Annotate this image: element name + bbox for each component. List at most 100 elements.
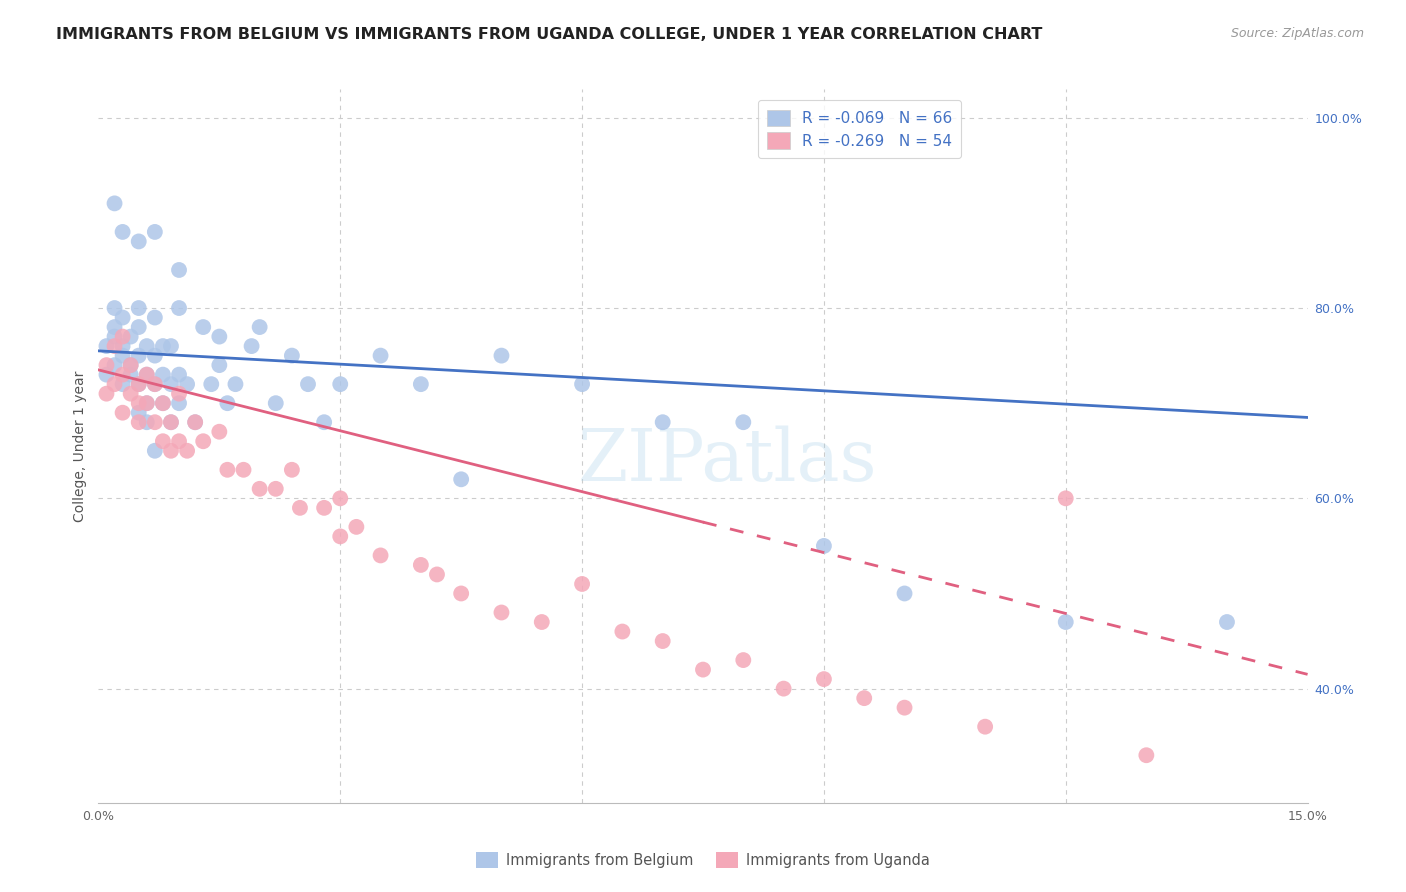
- Point: [160, 415, 183, 429]
- Point: [530, 615, 553, 629]
- Point: [128, 320, 150, 334]
- Point: [314, 415, 336, 429]
- Point: [249, 482, 271, 496]
- Point: [111, 329, 134, 343]
- Point: [224, 377, 246, 392]
- Y-axis label: College, Under 1 year: College, Under 1 year: [73, 370, 87, 522]
- Point: [893, 700, 915, 714]
- Point: [200, 377, 222, 392]
- Point: [344, 520, 367, 534]
- Point: [160, 443, 183, 458]
- Point: [135, 339, 157, 353]
- Point: [167, 301, 190, 315]
- Point: [152, 368, 174, 382]
- Point: [571, 577, 593, 591]
- Point: [176, 377, 198, 392]
- Point: [426, 567, 449, 582]
- Point: [152, 339, 174, 353]
- Point: [329, 529, 352, 543]
- Point: [120, 358, 142, 372]
- Point: [409, 558, 432, 572]
- Text: Source: ZipAtlas.com: Source: ZipAtlas.com: [1230, 27, 1364, 40]
- Point: [167, 434, 190, 449]
- Point: [103, 196, 125, 211]
- Point: [103, 301, 125, 315]
- Point: [135, 396, 157, 410]
- Point: [409, 377, 432, 392]
- Text: IMMIGRANTS FROM BELGIUM VS IMMIGRANTS FROM UGANDA COLLEGE, UNDER 1 YEAR CORRELAT: IMMIGRANTS FROM BELGIUM VS IMMIGRANTS FR…: [56, 27, 1043, 42]
- Point: [160, 339, 183, 353]
- Point: [111, 225, 134, 239]
- Point: [193, 434, 215, 449]
- Point: [96, 339, 118, 353]
- Point: [96, 386, 118, 401]
- Point: [152, 396, 174, 410]
- Point: [491, 349, 513, 363]
- Legend: Immigrants from Belgium, Immigrants from Uganda: Immigrants from Belgium, Immigrants from…: [470, 847, 936, 874]
- Point: [143, 377, 166, 392]
- Point: [329, 377, 352, 392]
- Point: [120, 368, 142, 382]
- Point: [152, 396, 174, 410]
- Point: [813, 672, 835, 686]
- Point: [692, 663, 714, 677]
- Point: [111, 310, 134, 325]
- Point: [143, 415, 166, 429]
- Point: [128, 406, 150, 420]
- Point: [143, 377, 166, 392]
- Point: [217, 396, 239, 410]
- Point: [96, 368, 118, 382]
- Point: [111, 406, 134, 420]
- Point: [167, 386, 190, 401]
- Point: [281, 463, 304, 477]
- Point: [103, 320, 125, 334]
- Point: [281, 349, 304, 363]
- Point: [135, 368, 157, 382]
- Point: [370, 349, 392, 363]
- Point: [193, 320, 215, 334]
- Point: [128, 235, 150, 249]
- Point: [152, 434, 174, 449]
- Point: [813, 539, 835, 553]
- Point: [651, 634, 673, 648]
- Point: [103, 358, 125, 372]
- Point: [491, 606, 513, 620]
- Point: [1216, 615, 1239, 629]
- Point: [120, 386, 142, 401]
- Point: [450, 586, 472, 600]
- Point: [128, 377, 150, 392]
- Point: [103, 339, 125, 353]
- Point: [143, 310, 166, 325]
- Point: [143, 349, 166, 363]
- Point: [370, 549, 392, 563]
- Point: [176, 443, 198, 458]
- Point: [651, 415, 673, 429]
- Point: [184, 415, 207, 429]
- Point: [135, 396, 157, 410]
- Point: [160, 415, 183, 429]
- Point: [128, 349, 150, 363]
- Point: [120, 358, 142, 372]
- Point: [128, 396, 150, 410]
- Point: [893, 586, 915, 600]
- Point: [208, 358, 231, 372]
- Point: [249, 320, 271, 334]
- Point: [733, 653, 755, 667]
- Legend: R = -0.069   N = 66, R = -0.269   N = 54: R = -0.069 N = 66, R = -0.269 N = 54: [758, 101, 962, 158]
- Point: [167, 263, 190, 277]
- Point: [314, 500, 336, 515]
- Point: [297, 377, 319, 392]
- Point: [571, 377, 593, 392]
- Point: [135, 415, 157, 429]
- Point: [853, 691, 876, 706]
- Point: [1054, 615, 1077, 629]
- Point: [103, 377, 125, 392]
- Point: [96, 358, 118, 372]
- Point: [208, 329, 231, 343]
- Point: [167, 396, 190, 410]
- Point: [329, 491, 352, 506]
- Point: [135, 368, 157, 382]
- Point: [120, 329, 142, 343]
- Point: [240, 339, 263, 353]
- Point: [232, 463, 254, 477]
